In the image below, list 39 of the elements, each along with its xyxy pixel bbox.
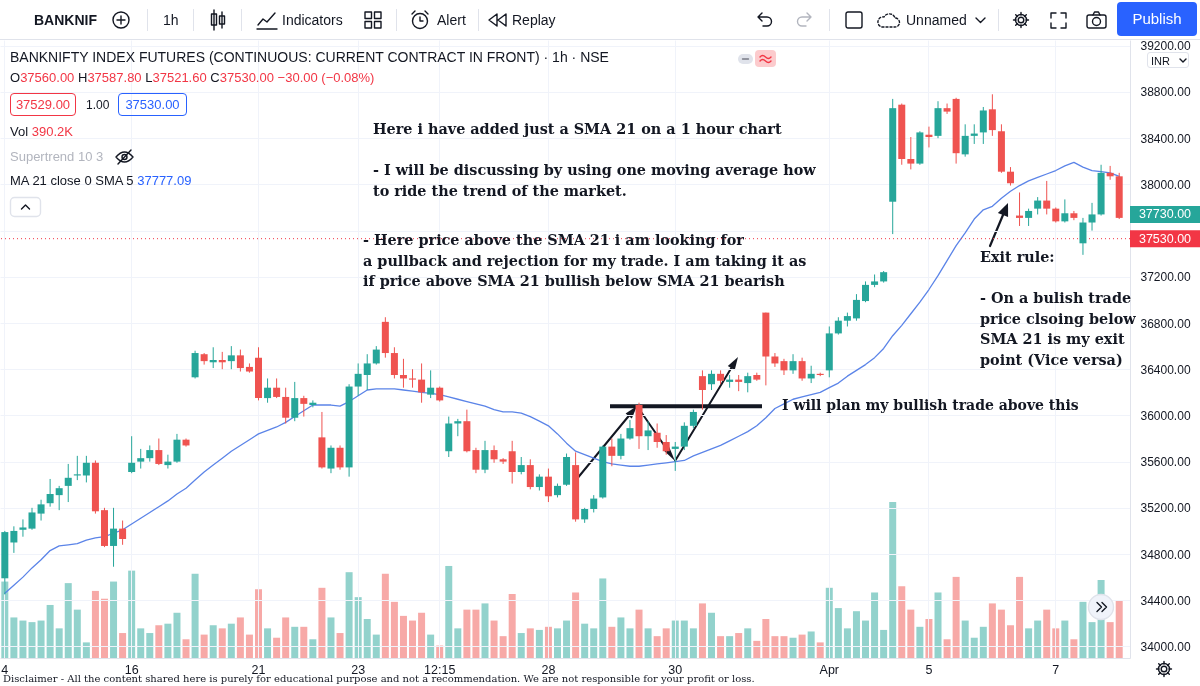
annotation: MA 21 close 0 SMA 5 37777.09: [10, 173, 192, 188]
y-tick-label: 35200.00: [1140, 501, 1191, 516]
text: 37730.00: [1130, 206, 1200, 223]
text: Unnamed: [906, 12, 967, 28]
text: BANKNIFTY INDEX FUTURES (CONTINUOUS: CURRENT CONTRACT IN FRONT) · 1h · NSE: [10, 49, 609, 65]
y-tick-label: 38000.00: [1140, 177, 1191, 192]
annotation: Here i have added just a SMA 21 on a 1 hour chart: [373, 119, 782, 139]
text: INR: [1147, 52, 1189, 68]
x-tick-label: 5: [925, 662, 933, 677]
y-tick-label: 38400.00: [1140, 131, 1191, 146]
annotation: Exit rule:: [980, 247, 1055, 267]
x-tick-label: Apr: [819, 662, 840, 677]
y-tick-label: 37200.00: [1140, 270, 1191, 285]
text: Publish: [1117, 2, 1197, 36]
text: BANKNIF: [34, 12, 97, 28]
y-tick-label: 34800.00: [1140, 547, 1191, 562]
ref-line-label: 37530.00: [1138, 231, 1192, 246]
text: 1h: [163, 12, 179, 28]
annotation: - Here price above the SMA 21 i am looking for a pullback and rejection for my trade. I am taking it as if price above SMA 21 bullish below SMA 21 bearish: [363, 230, 807, 291]
text: Alert: [437, 12, 466, 28]
annotation: - On a bulish trade price clsoing below SMA 21 is my exit point (Vice versa): [980, 288, 1136, 370]
y-tick-label: 34000.00: [1140, 639, 1191, 654]
y-tick-label: 34400.00: [1140, 593, 1191, 608]
annotation: 1.00: [86, 97, 110, 113]
annotation: O37560.00 H37587.80 L37521.60 C37530.00 −30.00 (−0.08%): [10, 70, 375, 86]
annotation: Vol 390.2K: [10, 124, 73, 139]
text: Replay: [512, 12, 556, 28]
annotation: 37530.00: [118, 93, 187, 116]
y-tick-label: 39200.00: [1140, 39, 1191, 54]
x-tick-label: 7: [1052, 662, 1060, 677]
annotation: Supertrend 10 3: [10, 149, 104, 165]
y-tick-label: 35600.00: [1140, 455, 1191, 470]
text: Indicators: [282, 12, 343, 28]
y-tick-label: 36400.00: [1140, 362, 1191, 377]
y-tick-label: 36000.00: [1140, 408, 1191, 423]
y-tick-label: 38800.00: [1140, 85, 1191, 100]
annotation: 37529.00: [10, 93, 76, 116]
annotation: - I will be discussing by using one moving average how to ride the trend of the market.: [373, 160, 816, 201]
y-tick-label: 36800.00: [1140, 316, 1191, 331]
